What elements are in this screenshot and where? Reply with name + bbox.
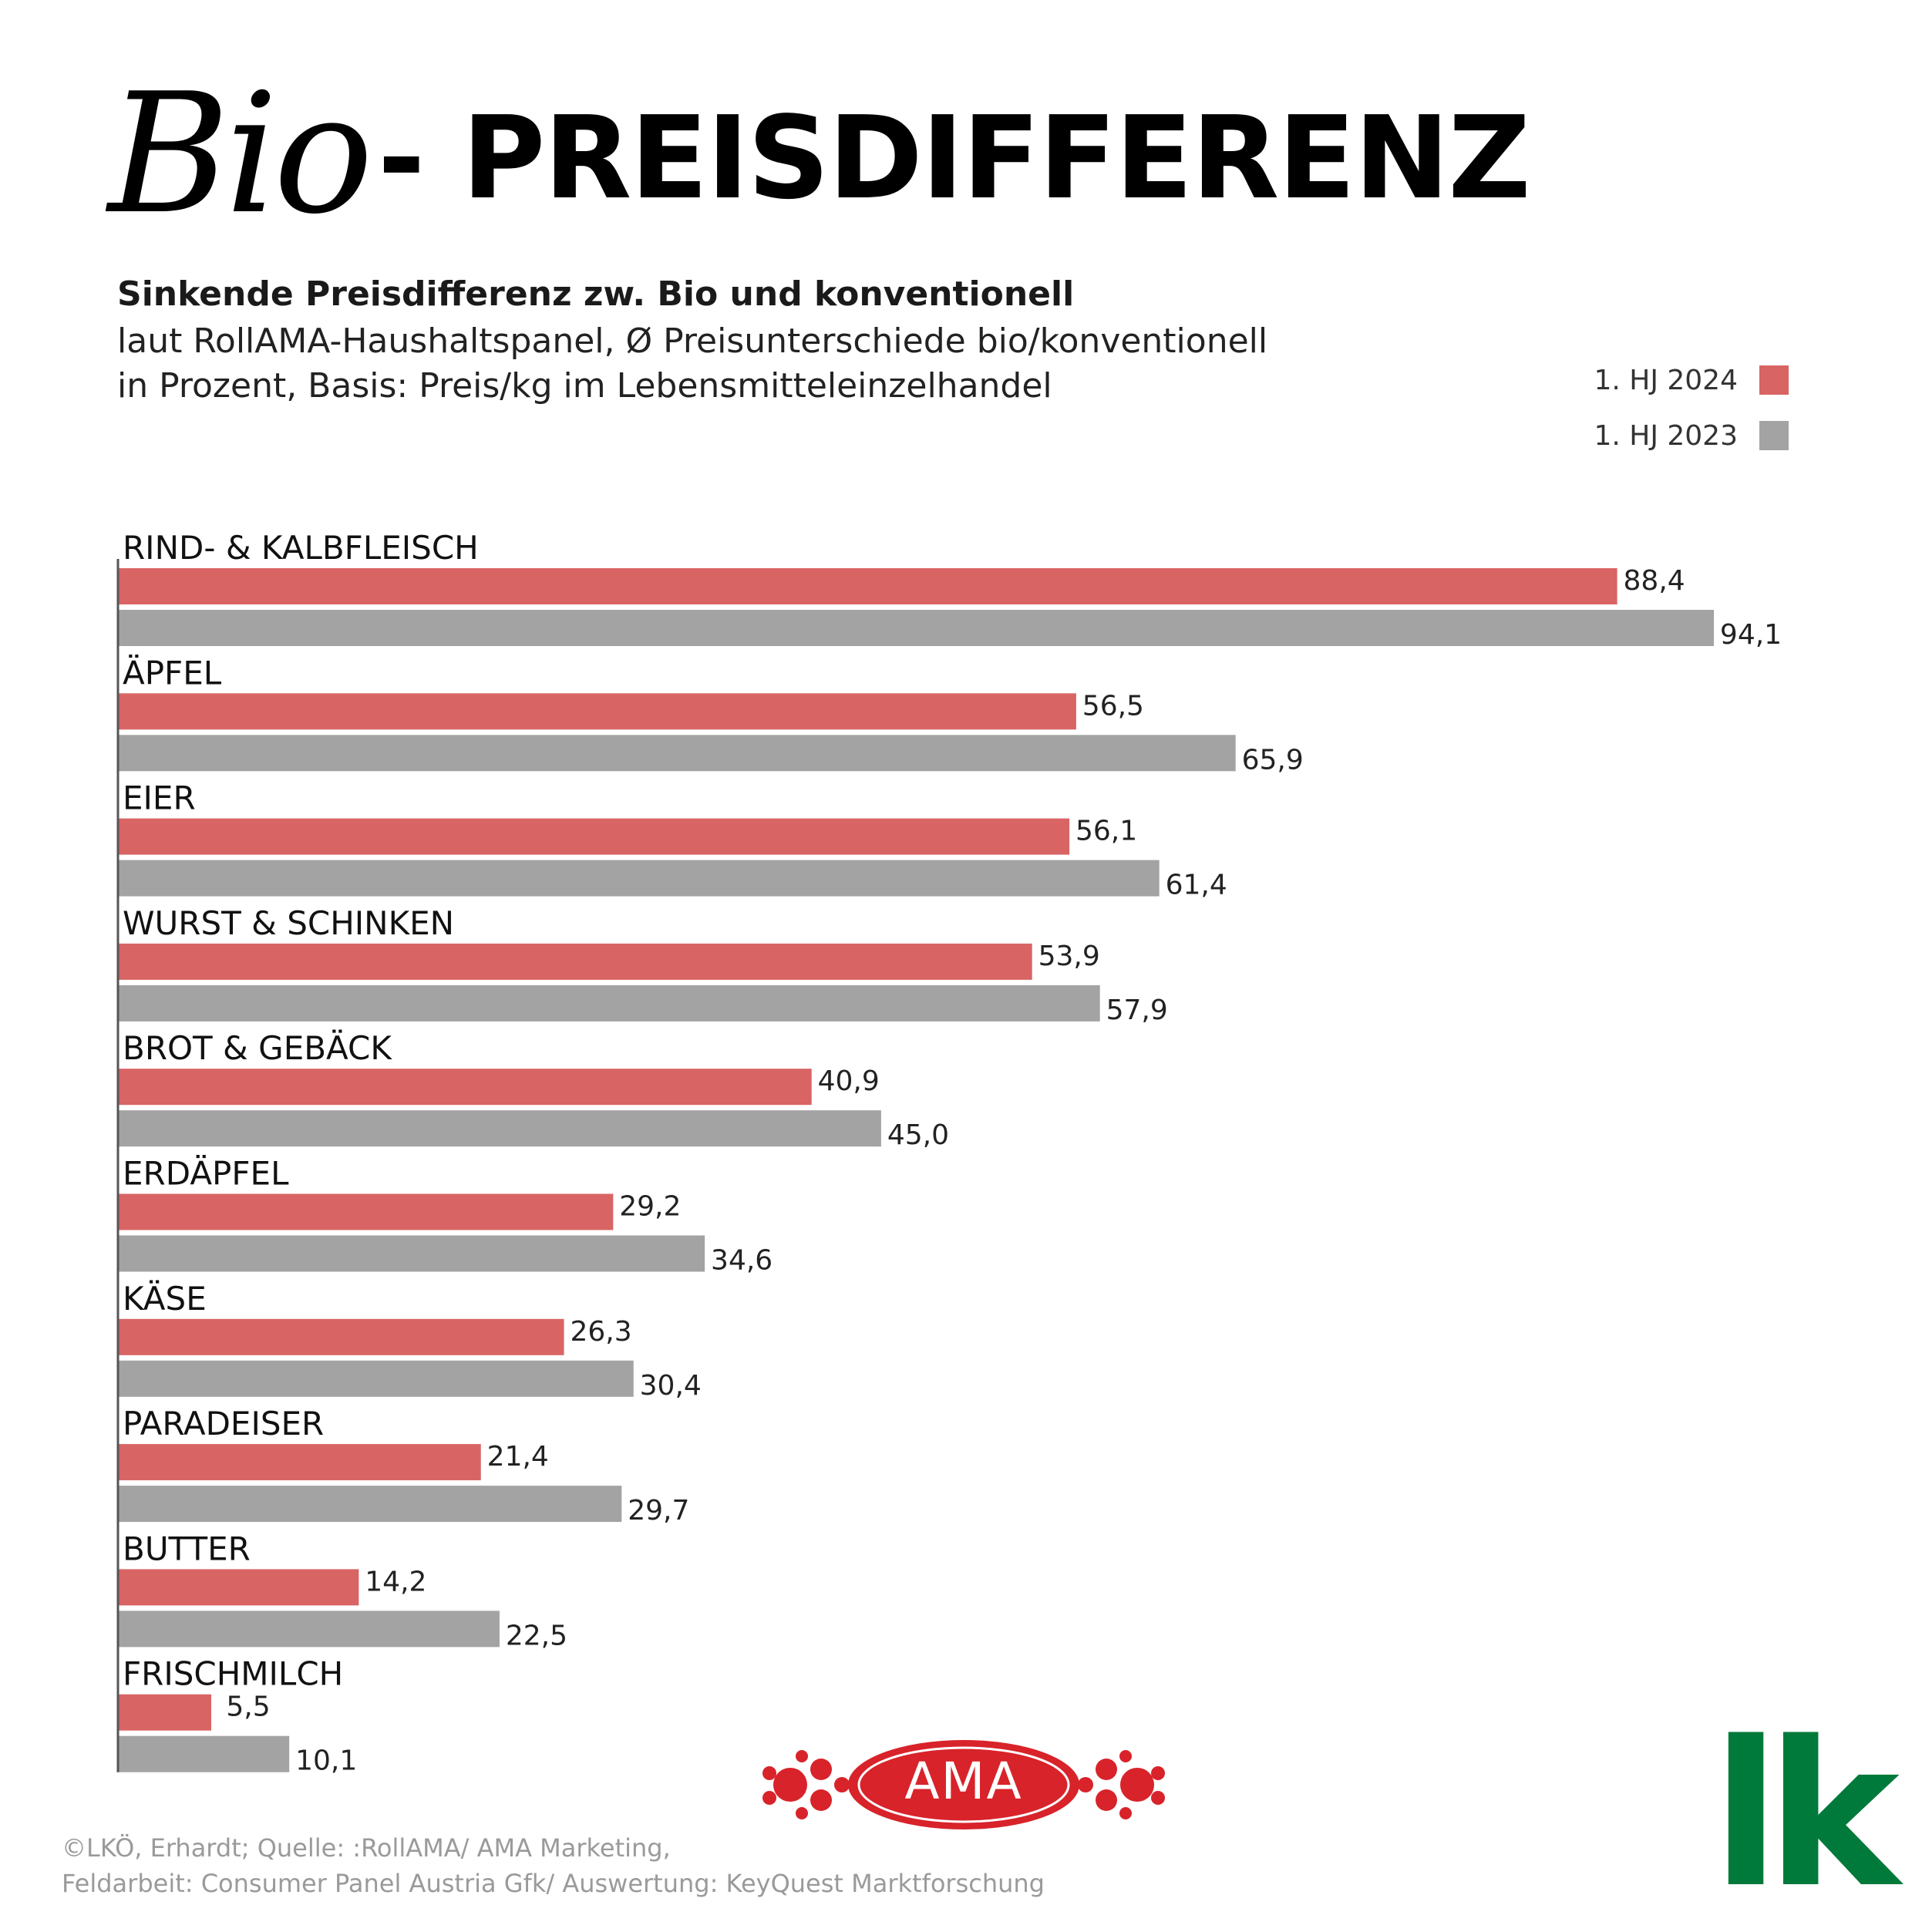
value-label-2024: 88,4 bbox=[1624, 565, 1685, 597]
bar-2023 bbox=[118, 1110, 881, 1147]
bar-2023 bbox=[118, 610, 1714, 646]
bar-2024 bbox=[118, 1444, 481, 1481]
value-label-2024: 29,2 bbox=[619, 1191, 681, 1223]
page-title: - PREISDIFFERENZ bbox=[378, 92, 1531, 224]
value-label-2024: 53,9 bbox=[1038, 941, 1100, 972]
value-label-2023: 29,7 bbox=[628, 1495, 689, 1526]
ama-ornament-left bbox=[762, 1750, 850, 1819]
value-label-2024: 26,3 bbox=[570, 1316, 631, 1348]
value-label-2024: 56,5 bbox=[1082, 690, 1144, 722]
bar-2024 bbox=[118, 1318, 564, 1355]
value-label-2023: 45,0 bbox=[887, 1119, 949, 1151]
value-label-2023: 57,9 bbox=[1106, 995, 1168, 1026]
category-label: ÄPFEL bbox=[123, 653, 222, 692]
chart-description-line-1: laut RollAMA-Haushaltspanel, Ø Preisunte… bbox=[117, 321, 1268, 361]
legend-swatch-2023 bbox=[1759, 421, 1789, 450]
category-label: WURST & SCHINKEN bbox=[123, 904, 454, 942]
bar-2024 bbox=[118, 818, 1070, 855]
bar-2024 bbox=[118, 1193, 614, 1230]
bar-2024 bbox=[118, 1694, 211, 1731]
category-label: FRISCHMILCH bbox=[123, 1655, 343, 1693]
value-label-2023: 30,4 bbox=[640, 1370, 702, 1402]
chart-description-line-2: in Prozent, Basis: Preis/kg im Lebensmit… bbox=[117, 366, 1052, 406]
legend-label-2023: 1. HJ 2023 bbox=[1594, 419, 1738, 452]
source-credit-line-2: Feldarbeit: Consumer Panel Austria Gfk/ … bbox=[62, 1869, 1045, 1898]
value-label-2024: 14,2 bbox=[365, 1566, 426, 1597]
ama-ellipse-inner-ring bbox=[857, 1746, 1070, 1823]
bar-2024 bbox=[118, 568, 1617, 604]
value-label-2023: 61,4 bbox=[1166, 870, 1227, 901]
bar-2023 bbox=[118, 1360, 634, 1397]
legend-label-2024: 1. HJ 2024 bbox=[1594, 364, 1738, 396]
bar-2023 bbox=[118, 1735, 290, 1772]
bar-2023 bbox=[118, 735, 1236, 772]
legend-swatch-2024 bbox=[1759, 365, 1789, 395]
bar-2023 bbox=[118, 1611, 500, 1648]
ama-ornament-right bbox=[1078, 1750, 1165, 1819]
bar-2024 bbox=[118, 693, 1076, 730]
bar-2024 bbox=[118, 943, 1032, 980]
bar-2024 bbox=[118, 1069, 812, 1106]
value-label-2023: 65,9 bbox=[1242, 744, 1304, 776]
value-label-2023: 22,5 bbox=[506, 1620, 567, 1651]
source-credit-line-1: ©LKÖ, Erhardt; Quelle: :RollAMA/ AMA Mar… bbox=[62, 1833, 671, 1863]
category-label: PARADEISER bbox=[123, 1405, 324, 1442]
value-label-2024: 5,5 bbox=[226, 1691, 270, 1723]
bar-2023 bbox=[118, 1486, 622, 1523]
value-label-2024: 40,9 bbox=[818, 1065, 880, 1097]
bar-2023 bbox=[118, 1235, 705, 1272]
chart-subtitle: Sinkende Preisdifferenz zw. Bio und konv… bbox=[117, 274, 1075, 314]
ama-logo-text: AMA bbox=[904, 1752, 1023, 1811]
category-label: EIER bbox=[123, 779, 196, 817]
category-label: KÄSE bbox=[123, 1279, 207, 1318]
category-label: RIND- & KALBFLEISCH bbox=[123, 529, 479, 567]
ama-ellipse bbox=[848, 1740, 1079, 1829]
bar-2023 bbox=[118, 985, 1100, 1022]
category-label: BUTTER bbox=[123, 1530, 251, 1567]
category-label: ERDÄPFEL bbox=[123, 1154, 289, 1193]
bar-2024 bbox=[118, 1569, 359, 1606]
value-label-2023: 10,1 bbox=[295, 1745, 357, 1777]
legend-item-2024: 1. HJ 2024 bbox=[1594, 361, 1789, 399]
value-label-2024: 21,4 bbox=[487, 1441, 549, 1473]
ama-logo bbox=[762, 1740, 1165, 1829]
title-script-bio: Bio bbox=[108, 57, 373, 251]
lk-logo: lk bbox=[1712, 1699, 1900, 1932]
category-label: BROT & GEBÄCK bbox=[123, 1028, 392, 1067]
value-label-2023: 34,6 bbox=[711, 1245, 773, 1277]
bar-2023 bbox=[118, 860, 1160, 897]
value-label-2024: 56,1 bbox=[1076, 816, 1137, 847]
value-label-2023: 94,1 bbox=[1720, 619, 1782, 651]
legend-item-2023: 1. HJ 2023 bbox=[1594, 416, 1789, 455]
